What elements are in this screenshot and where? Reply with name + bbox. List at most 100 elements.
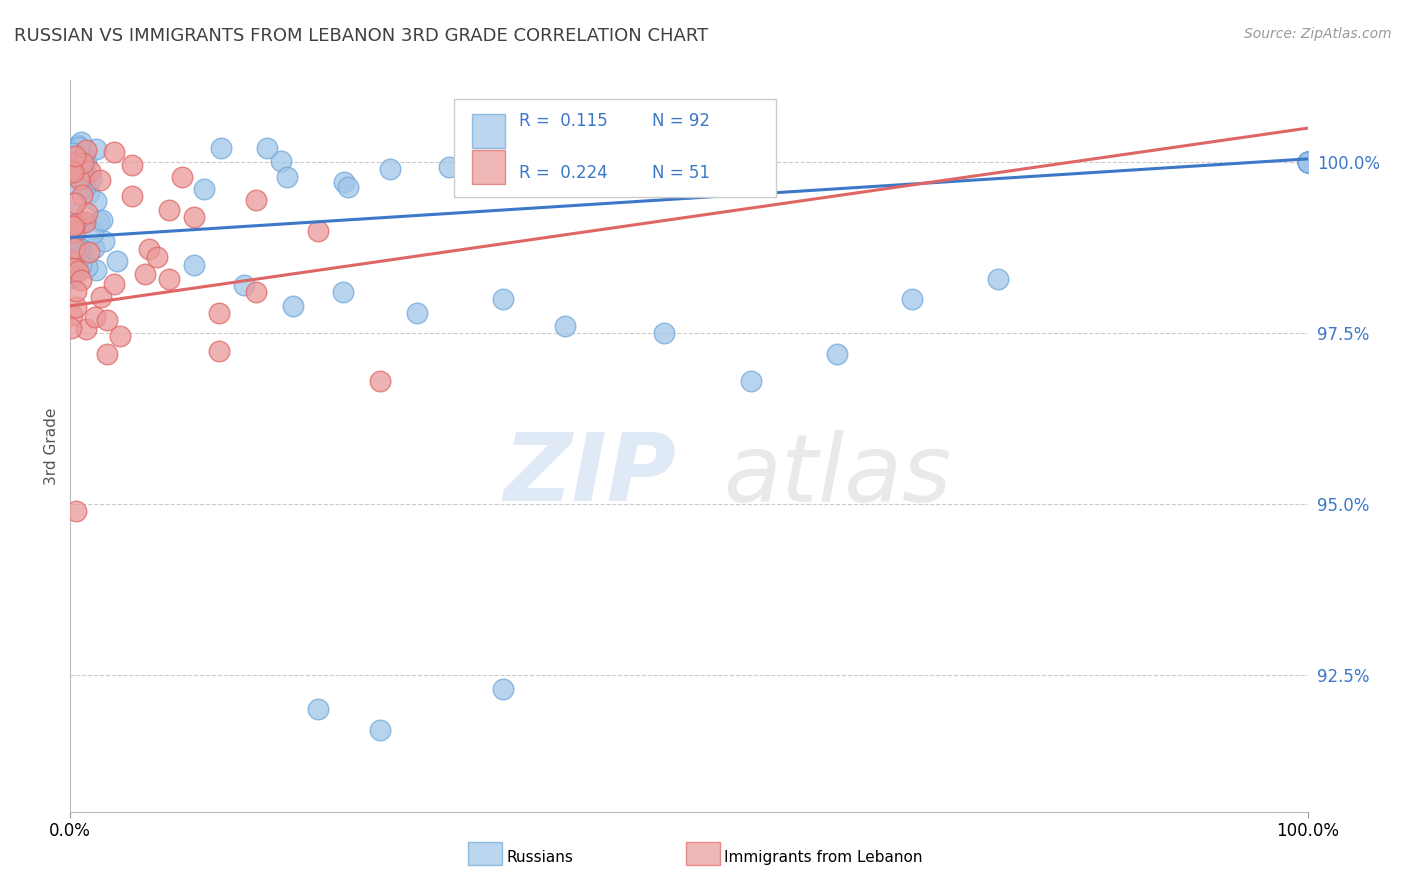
Point: [63, 149, 86, 163]
Point: [62, 227, 84, 242]
Point: [72, 170, 94, 185]
Point: [60, 146, 83, 161]
Point: [69, 166, 91, 180]
Point: [183, 258, 205, 272]
Point: [63, 260, 86, 275]
Point: [67, 171, 90, 186]
Point: [740, 374, 762, 388]
Point: [1296, 155, 1319, 169]
Point: [77, 245, 100, 260]
Point: [276, 170, 298, 185]
Point: [70, 135, 93, 149]
Point: [67, 140, 90, 154]
Text: Russians: Russians: [506, 850, 574, 864]
FancyBboxPatch shape: [472, 151, 505, 184]
Point: [105, 254, 128, 268]
Point: [70, 273, 93, 287]
Point: [91, 213, 114, 227]
Point: [121, 158, 143, 172]
Point: [84, 310, 107, 324]
Point: [103, 145, 125, 160]
Point: [170, 170, 193, 185]
Point: [245, 285, 267, 300]
Point: [72, 169, 94, 184]
Point: [62, 155, 84, 169]
Point: [73, 180, 96, 194]
Point: [73, 174, 96, 188]
Point: [60, 271, 83, 285]
Text: N = 92: N = 92: [652, 112, 710, 130]
Point: [75, 155, 97, 169]
Point: [368, 374, 391, 388]
Point: [900, 292, 922, 306]
Point: [67, 241, 90, 255]
Point: [256, 141, 278, 155]
Point: [134, 267, 156, 281]
Point: [73, 168, 96, 182]
Point: [76, 205, 98, 219]
Point: [1296, 155, 1319, 169]
Point: [75, 214, 97, 228]
Point: [138, 243, 160, 257]
Point: [741, 169, 763, 183]
Point: [87, 214, 110, 228]
Point: [492, 292, 515, 306]
Point: [63, 241, 86, 255]
Point: [60, 308, 83, 322]
Point: [707, 171, 730, 186]
FancyBboxPatch shape: [454, 99, 776, 197]
Point: [63, 217, 86, 231]
Point: [66, 138, 89, 153]
Point: [468, 149, 491, 163]
Point: [571, 161, 593, 175]
Point: [72, 156, 94, 170]
Point: [66, 218, 89, 232]
Point: [67, 264, 90, 278]
Point: [183, 211, 205, 225]
Point: [82, 226, 104, 240]
Point: [60, 320, 83, 334]
Point: [65, 284, 87, 298]
Text: N = 51: N = 51: [652, 163, 710, 182]
Point: [79, 172, 101, 186]
Point: [554, 319, 576, 334]
Point: [1296, 155, 1319, 169]
Point: [75, 322, 97, 336]
Point: [1296, 155, 1319, 169]
Point: [245, 193, 267, 207]
Point: [90, 290, 112, 304]
Text: Source: ZipAtlas.com: Source: ZipAtlas.com: [1244, 27, 1392, 41]
Point: [75, 143, 97, 157]
Point: [59, 163, 82, 178]
Point: [62, 219, 84, 233]
Point: [157, 202, 180, 217]
Point: [232, 278, 254, 293]
Point: [62, 145, 84, 160]
Point: [65, 504, 87, 518]
Point: [683, 178, 706, 193]
Point: [70, 242, 93, 256]
Point: [208, 343, 231, 358]
Point: [491, 147, 513, 161]
Point: [84, 142, 107, 156]
Point: [60, 155, 83, 169]
Point: [405, 306, 427, 320]
Point: [65, 144, 87, 158]
Point: [1296, 155, 1319, 169]
Point: [60, 223, 83, 237]
Point: [332, 175, 354, 189]
Point: [1296, 155, 1319, 169]
Point: [59, 232, 82, 246]
Point: [332, 285, 354, 300]
FancyBboxPatch shape: [472, 114, 505, 147]
Point: [270, 153, 292, 168]
Text: ZIP: ZIP: [503, 429, 676, 521]
Point: [121, 189, 143, 203]
Point: [827, 347, 849, 361]
Point: [83, 241, 105, 255]
Point: [93, 234, 115, 248]
Point: [108, 329, 131, 343]
Point: [63, 225, 86, 239]
Point: [103, 277, 125, 291]
Point: [69, 216, 91, 230]
